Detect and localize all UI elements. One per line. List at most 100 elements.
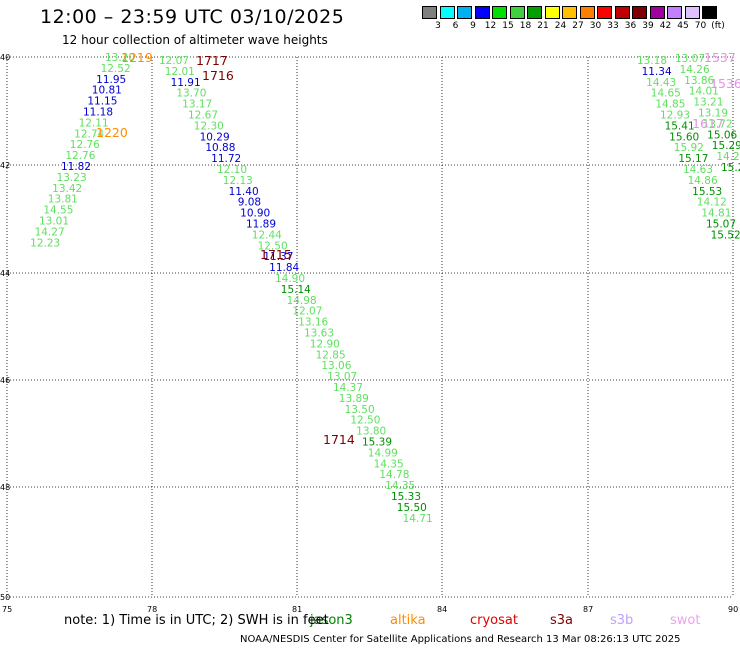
longitude-label: 84: [437, 605, 447, 614]
colorbar-label: (ft): [711, 21, 725, 31]
colorbar-swatch: [474, 6, 490, 19]
wave-height-value: 15.41: [665, 120, 695, 132]
wave-height-value: 12.76: [70, 139, 100, 151]
wave-height-value: 11.89: [246, 219, 276, 231]
longitude-label: 78: [147, 605, 157, 614]
wave-height-value: 15.33: [391, 491, 421, 503]
colorbar-swatch: [527, 6, 542, 19]
colorbar-label: 9: [470, 21, 476, 31]
colorbar-swatch: [649, 6, 665, 19]
track-c: 13.1811.3414.4314.6514.8512.9315.4115.60…: [637, 55, 740, 241]
wave-height-value: 12.74: [74, 128, 104, 140]
satellite-tracks: 13.2012.5211.9510.8111.1511.1812.1112.74…: [30, 52, 740, 525]
wave-height-value: 15.39: [362, 437, 392, 449]
wave-height-value: 13.21: [693, 97, 723, 109]
wave-height-value: 13.17: [182, 99, 212, 111]
wave-height-value: 14.98: [287, 295, 317, 307]
wave-height-value: 15.92: [674, 142, 704, 154]
wave-height-value: 11.95: [96, 74, 126, 86]
longitude-label: 90: [728, 605, 738, 614]
colorbar-label: 39: [642, 21, 654, 31]
wave-height-value: 13.70: [176, 88, 206, 100]
latitude-label: 48: [0, 483, 10, 492]
wave-height-value: 14.71: [403, 513, 433, 525]
graticule: [6, 56, 734, 598]
wave-height-value: 14.81: [701, 208, 731, 220]
wave-height-value: 12.50: [350, 415, 380, 427]
colorbar-swatch: [422, 6, 437, 19]
wave-height-value: 13.07: [675, 53, 705, 65]
wave-height-value: 12.93: [660, 110, 690, 122]
wave-height-value: 15.17: [678, 153, 708, 165]
colorbar-label: 18: [519, 21, 532, 31]
pass-time-label: 1219: [121, 50, 153, 65]
track-b: 12.0712.0111.9113.7013.1712.6712.3010.29…: [159, 55, 433, 525]
wave-height-value: 14.65: [651, 88, 681, 100]
longitude-labels: 75 78 81 84 87 90: [2, 605, 738, 614]
wave-height-value: 10.88: [205, 142, 235, 154]
legend-item: altika: [390, 613, 426, 628]
wave-height-value: 14.35: [374, 458, 404, 470]
wave-height-value: 14.86: [688, 175, 718, 187]
pass-time-label: 1715: [260, 247, 292, 262]
colorbar-swatch: [702, 6, 717, 19]
colorbar-swatch: [579, 6, 595, 19]
wave-height-value: 15.14: [281, 284, 311, 296]
colorbar-label: 27: [572, 21, 584, 31]
map-subtitle: 12 hour collection of altimeter wave hei…: [62, 33, 328, 47]
wave-height-value: 12.50: [258, 240, 288, 252]
pass-time-label: 1617: [692, 116, 724, 131]
pass-time-label: 1220: [96, 125, 128, 140]
wave-height-value: 11.37: [263, 251, 293, 263]
wave-height-value: 14.55: [43, 205, 73, 217]
wave-height-value: 13.06: [321, 360, 351, 372]
colorbar-swatch: [439, 6, 455, 19]
wave-height-value: 10.81: [92, 85, 122, 97]
longitude-label: 87: [583, 605, 593, 614]
colorbar-label: 36: [624, 21, 637, 31]
wave-height-value: 12.23: [30, 237, 60, 249]
legend-item: jason3: [310, 613, 353, 628]
wave-height-value: 15.06: [707, 129, 737, 141]
colorbar-swatch: [457, 6, 472, 19]
map-title: 12:00 – 23:59 UTC 03/10/2025: [40, 6, 345, 28]
wave-height-value: 13.16: [298, 317, 328, 329]
wave-height-value: 13.18: [637, 55, 667, 67]
colorbar-label: 12: [484, 21, 497, 31]
wave-height-value: 11.91: [171, 77, 201, 89]
colorbar-label: 6: [452, 21, 459, 31]
wave-height-value: 14.37: [333, 382, 363, 394]
latitude-label: 44: [0, 269, 10, 278]
colorbar-label: 33: [607, 21, 619, 31]
wave-height-value: 13.19: [698, 108, 728, 120]
wave-height-value: 13.80: [356, 426, 386, 438]
colorbar-label: 30: [589, 21, 602, 31]
wave-height-value: 11.72: [211, 153, 241, 165]
latitude-label: 42: [0, 161, 10, 170]
wave-height-value: 13.72: [703, 118, 733, 130]
colorbar-label: 70: [694, 21, 707, 31]
wave-height-value: 11.15: [87, 96, 117, 108]
colorbar-label: 45: [677, 21, 689, 31]
legend-item: swot: [670, 613, 701, 628]
pass-time-label: 1537: [704, 50, 736, 65]
wave-height-value: 12.67: [188, 110, 218, 122]
colorbar-swatch: [614, 6, 630, 19]
legend-item: cryosat: [470, 613, 518, 628]
latitude-label: 40: [0, 53, 10, 62]
map-note: note: 1) Time is in UTC; 2) SWH is in fe…: [64, 613, 329, 628]
wave-height-value: 13.86: [684, 75, 714, 87]
wave-height-value: 12.01: [165, 66, 195, 78]
colorbar-label: 24: [554, 21, 567, 31]
track-a: 13.2012.5211.9510.8111.1511.1812.1112.74…: [30, 52, 135, 249]
wave-height-value: 15.60: [669, 131, 699, 143]
wave-height-value: 9.08: [238, 197, 261, 209]
wave-height-value: 14.35: [385, 480, 415, 492]
colorbar-swatch: [597, 6, 612, 19]
wave-height-value: 14.26: [680, 64, 710, 76]
wave-height-value: 12.13: [223, 175, 253, 187]
wave-height-value: 12.10: [217, 164, 247, 176]
wave-height-value: 12.30: [194, 120, 224, 132]
pass-time-label: 1536: [710, 76, 740, 91]
